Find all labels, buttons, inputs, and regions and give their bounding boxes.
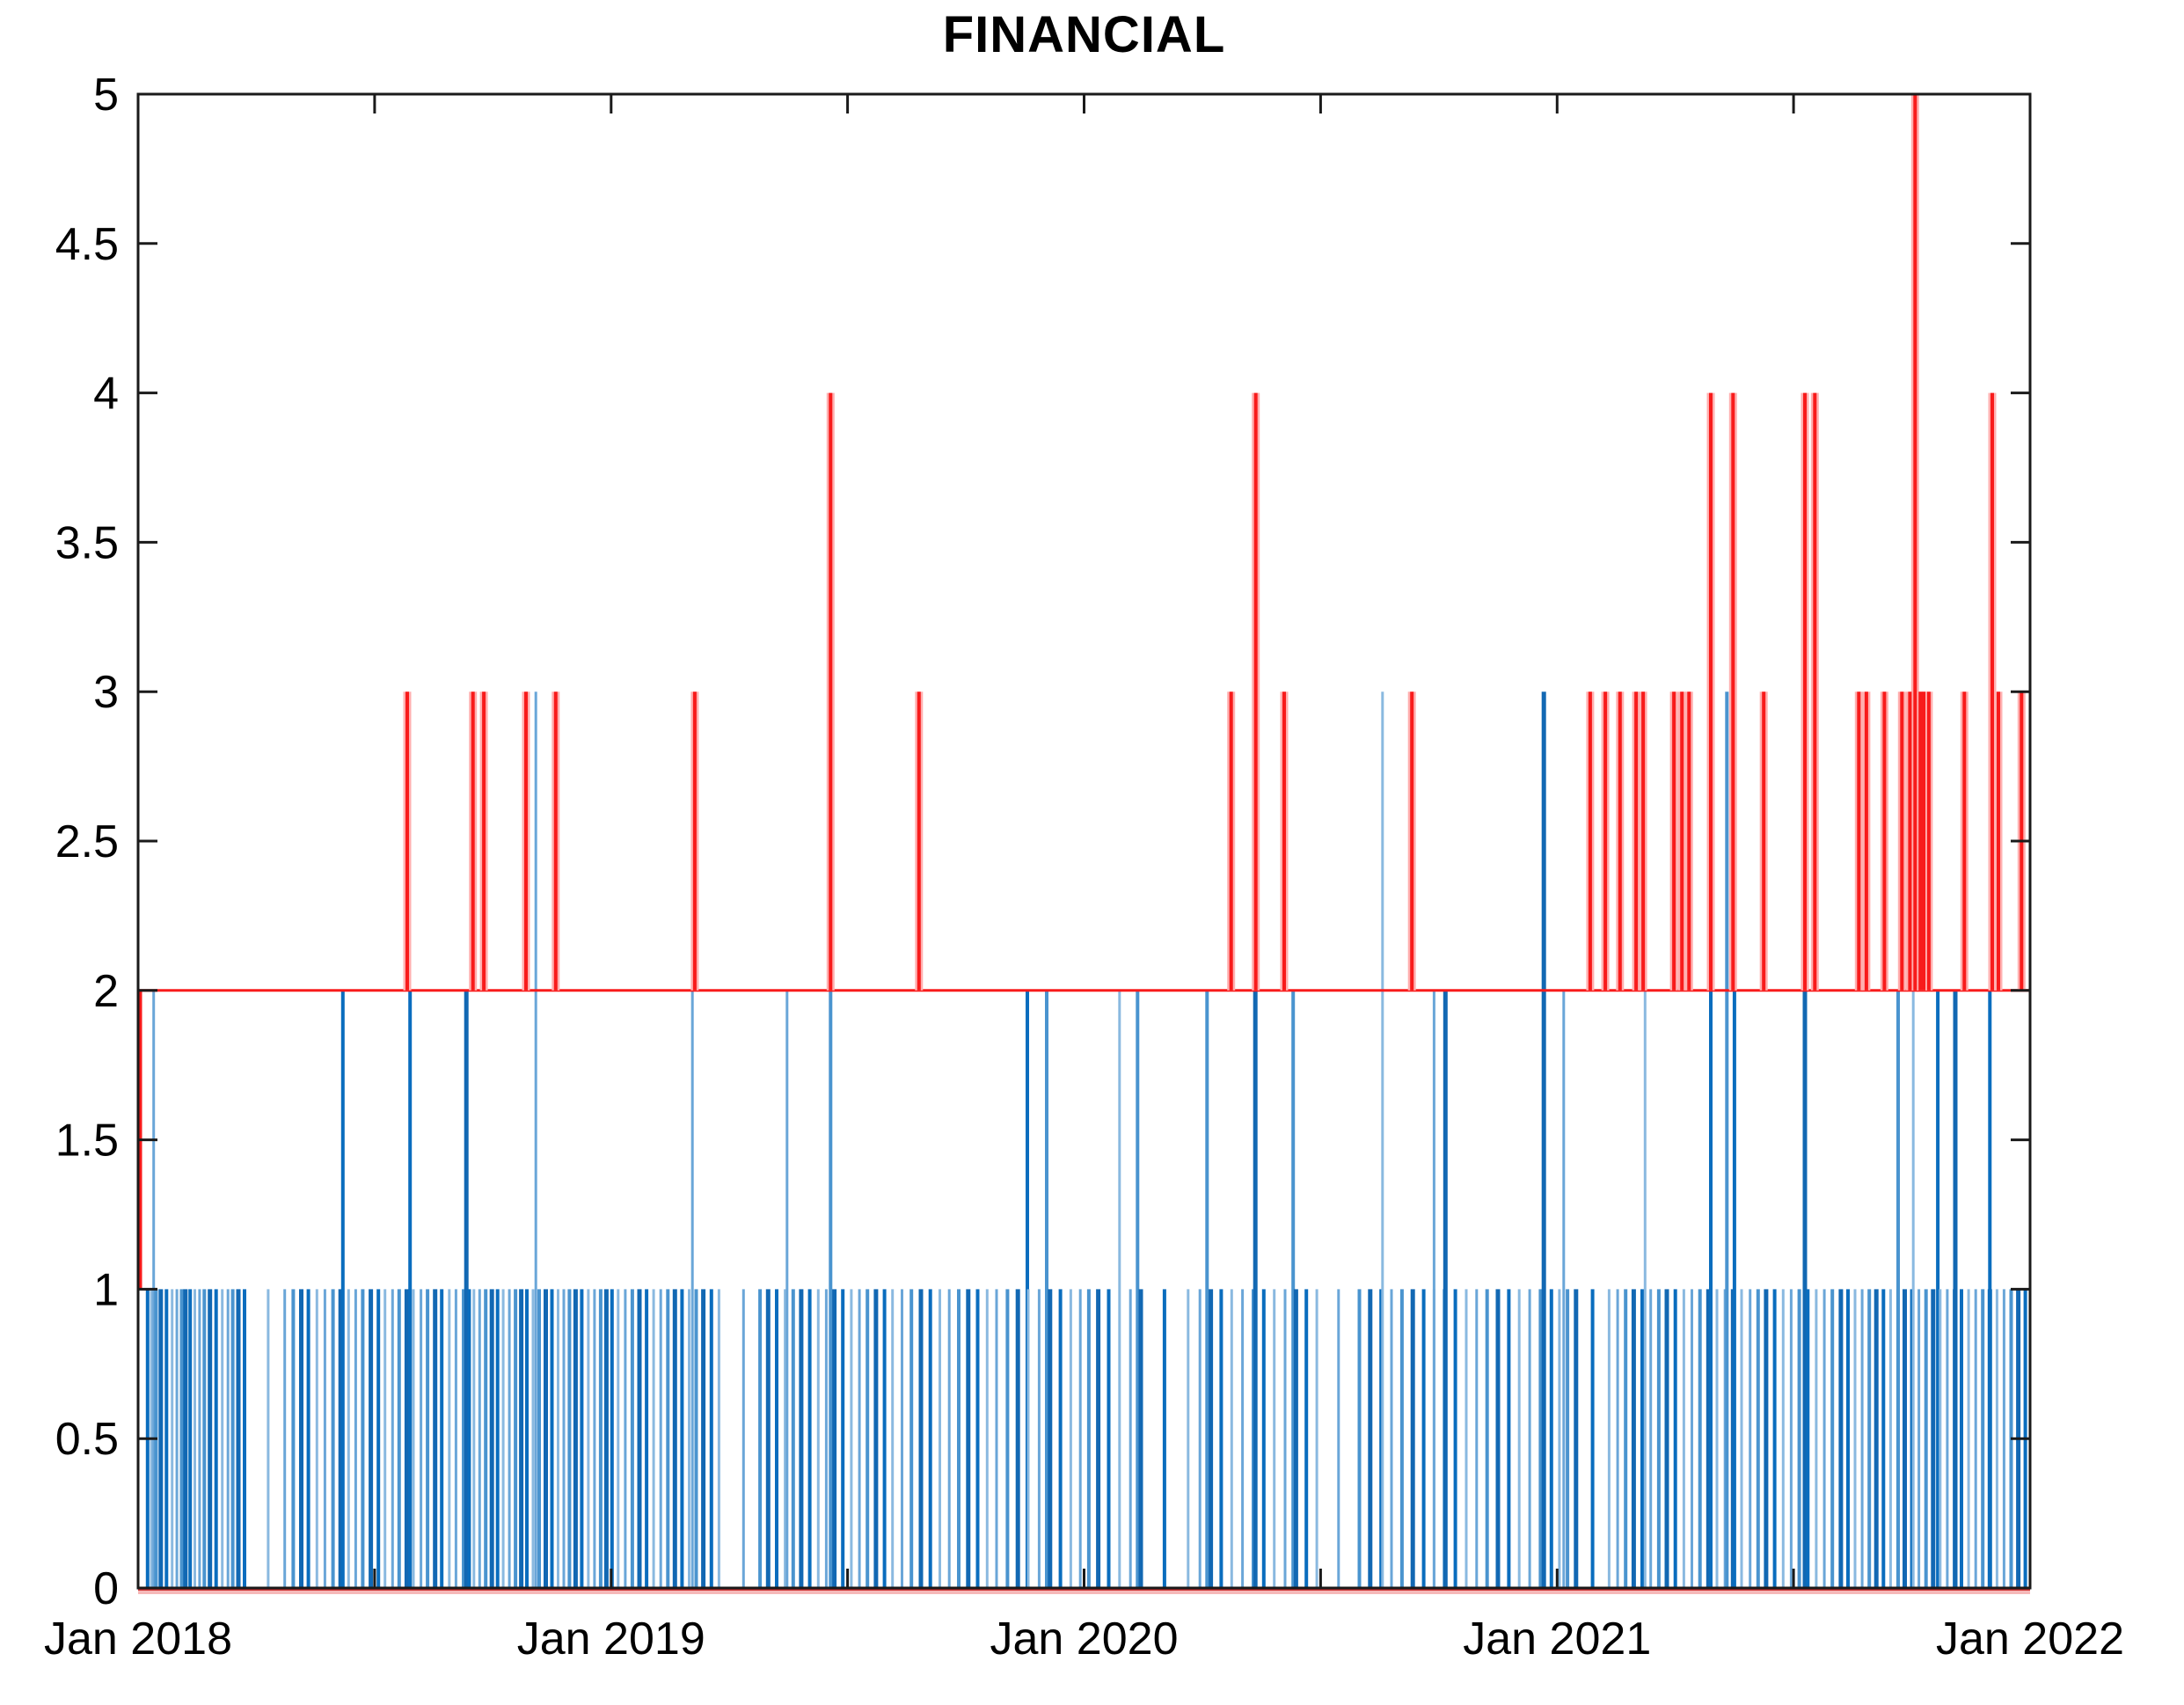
y-tick-label: 2 (93, 966, 119, 1017)
y-tick-label: 3.5 (55, 517, 119, 568)
x-tick-label: Jan 2019 (517, 1614, 705, 1665)
y-tick-label: 2.5 (55, 816, 119, 867)
y-tick-label: 0.5 (55, 1414, 119, 1465)
chart-title: FINANCIAL (942, 6, 1226, 63)
x-tick-label: Jan 2021 (1463, 1614, 1651, 1665)
y-tick-label: 4.5 (55, 219, 119, 270)
y-tick-label: 5 (93, 70, 119, 121)
x-tick-label: Jan 2018 (44, 1614, 232, 1665)
y-tick-label: 3 (93, 667, 119, 718)
y-tick-label: 1 (93, 1264, 119, 1315)
y-tick-label: 0 (93, 1563, 119, 1614)
x-tick-label: Jan 2022 (1936, 1614, 2124, 1665)
y-tick-label: 1.5 (55, 1116, 119, 1167)
y-tick-label: 4 (93, 369, 119, 420)
x-tick-label: Jan 2020 (990, 1614, 1179, 1665)
